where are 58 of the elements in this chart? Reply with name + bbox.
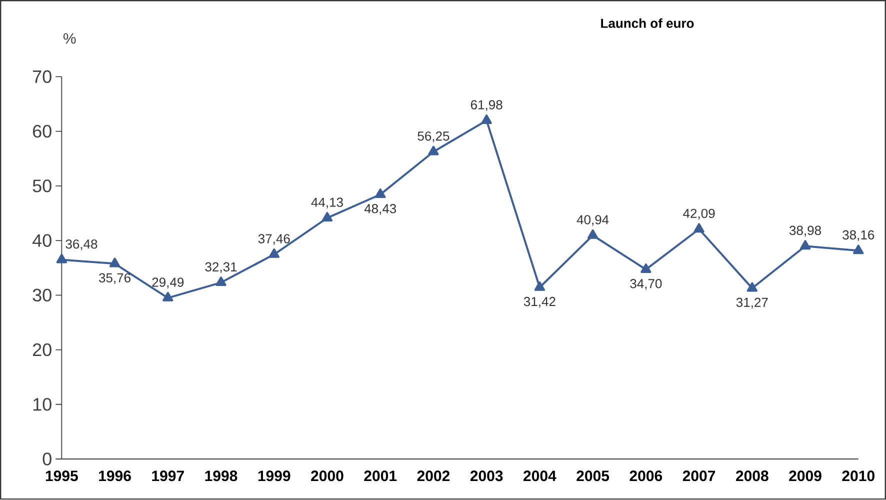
x-tick-label: 2008	[736, 470, 768, 482]
point	[587, 230, 598, 240]
x-tick-label: 2005	[576, 470, 610, 482]
point	[746, 282, 758, 292]
x-tick-label: 2004	[524, 470, 556, 482]
y-axis-title: %	[63, 33, 76, 44]
data-label: 31,42	[524, 297, 556, 308]
data-label: 61,98	[470, 100, 502, 112]
point	[56, 254, 67, 264]
point	[694, 223, 704, 233]
y-tick-label: 50	[32, 180, 52, 192]
y-tick-label: 60	[32, 125, 52, 138]
x-tick-label: 2003	[470, 470, 503, 482]
x-tick-label: 2009	[789, 470, 822, 482]
point	[162, 292, 174, 302]
y-tick-label: 10	[33, 398, 52, 411]
x-tick-label: 2002	[417, 470, 450, 482]
point	[534, 282, 546, 292]
point	[109, 258, 120, 268]
x-tick-label: 1999	[258, 470, 290, 482]
point	[268, 248, 280, 258]
point	[428, 146, 439, 156]
x-tick-label: 2007	[682, 470, 716, 482]
data-label: 31,27	[736, 298, 768, 309]
data-label: 35,76	[99, 273, 130, 284]
point	[481, 114, 492, 124]
data-label: 38,98	[789, 226, 821, 237]
data-label: 37,46	[258, 234, 290, 246]
x-tick-label: 1998	[205, 470, 238, 482]
x-tick-label: 1996	[99, 470, 131, 482]
point	[216, 276, 226, 286]
data-label: 36,48	[66, 240, 98, 250]
point	[640, 264, 652, 274]
data-label: 38,16	[842, 230, 874, 242]
point	[800, 240, 811, 250]
data-label: 40,94	[576, 215, 609, 226]
data-label: 29,49	[152, 278, 184, 289]
text: Launch of euro	[601, 18, 694, 28]
point	[322, 212, 333, 222]
y-tick-label: 0	[42, 452, 52, 466]
data-label: 48,43	[364, 204, 396, 215]
x-tick-label: 2006	[630, 470, 662, 482]
data-label: 34,70	[630, 279, 662, 290]
y-tick-label: 40	[32, 234, 52, 248]
point	[375, 188, 386, 198]
data-label: 42,09	[683, 208, 715, 220]
y-tick-label: 20	[32, 344, 52, 356]
y-tick-label: 70	[33, 70, 52, 84]
x-tick-label: 2010	[842, 470, 874, 482]
data-label: 44,13	[311, 198, 343, 209]
x-tick-label: 1995	[46, 470, 78, 482]
x-tick-label: 1997	[152, 470, 184, 482]
y-tick-label: 30	[32, 288, 52, 302]
x-tick-label: 2001	[364, 470, 397, 482]
data-label: 32,31	[205, 262, 237, 274]
point	[853, 244, 864, 254]
data-label: 56,25	[418, 132, 450, 142]
x-tick-label: 2000	[311, 470, 344, 482]
